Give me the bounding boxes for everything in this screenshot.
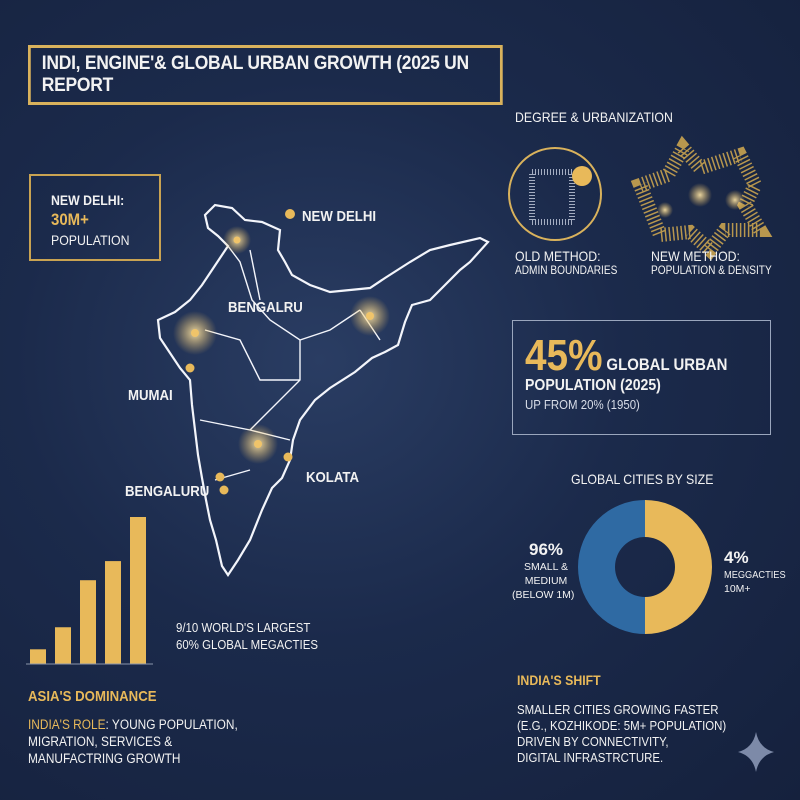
legend-small-medium: 96% SMALL & MEDIUM (BELOW 1M) bbox=[512, 540, 574, 602]
role-line: MIGRATION, SERVICES & bbox=[28, 734, 173, 749]
legend-line: 10M+ bbox=[724, 583, 751, 595]
bar-3 bbox=[80, 580, 96, 664]
shift-line: (E.G., KOZHIKODE: 5M+ POPULATION) bbox=[517, 718, 727, 733]
legend-line: MEDIUM bbox=[524, 575, 568, 587]
delhi-sub: POPULATION bbox=[51, 232, 130, 248]
map-label-bengalru: BENGALRU bbox=[228, 299, 303, 316]
urban-stat-box: 45% GLOBAL URBAN POPULATION (2025) UP FR… bbox=[512, 320, 771, 435]
donut-title: GLOBAL CITIES BY SIZE bbox=[571, 471, 714, 487]
legend-megacities: 4% MEGGACTIES 10M+ bbox=[724, 548, 794, 596]
legend-value: 4% bbox=[724, 548, 749, 567]
delhi-value: 30M+ bbox=[51, 210, 89, 229]
legend-line: SMALL & bbox=[524, 561, 568, 573]
legend-line: MEGGACTIES bbox=[724, 569, 786, 581]
degree-heading: DEGREE & URBANIZATION bbox=[515, 109, 673, 125]
map-label-kolata: KOLATA bbox=[306, 469, 360, 486]
donut-chart bbox=[578, 500, 712, 634]
legend-value: 96% bbox=[528, 540, 564, 559]
sparkle-icon bbox=[738, 732, 774, 772]
bar-4 bbox=[105, 561, 121, 664]
urban-line2: POPULATION (2025) bbox=[525, 377, 661, 394]
bar-5 bbox=[130, 517, 146, 664]
legend-line: (BELOW 1M) bbox=[512, 589, 575, 601]
india-role: INDIA'S ROLE: YOUNG POPULATION, MIGRATIO… bbox=[28, 716, 238, 767]
old-method-title: OLD METHOD: bbox=[515, 248, 601, 264]
role-label: INDIA'S ROLE bbox=[28, 717, 106, 732]
asia-heading: ASIA'S DOMINANCE bbox=[28, 688, 157, 705]
map-outline bbox=[156, 203, 490, 577]
shift-line: DRIVEN BY CONNECTIVITY, bbox=[517, 734, 669, 749]
donut-slice-megacities bbox=[645, 500, 712, 634]
title-text: INDI, ENGINE'& GLOBAL URBAN GROWTH (2025… bbox=[41, 53, 469, 96]
map-label-new-delhi: NEW DELHI bbox=[302, 208, 377, 225]
asia-stat1: 9/10 WORLD'S LARGEST bbox=[176, 620, 311, 635]
bar-2 bbox=[55, 627, 71, 664]
delhi-label: NEW DELHI: bbox=[51, 192, 125, 208]
delhi-callout: NEW DELHI: 30M+ POPULATION bbox=[29, 174, 161, 261]
urban-line1: GLOBAL URBAN bbox=[606, 355, 728, 374]
old-method-dot bbox=[572, 166, 592, 186]
shift-text: SMALLER CITIES GROWING FASTER (E.G., KOZ… bbox=[517, 702, 726, 766]
shift-line: SMALLER CITIES GROWING FASTER bbox=[517, 702, 719, 717]
shift-heading: INDIA'S SHIFT bbox=[517, 672, 601, 688]
page-title: INDI, ENGINE'& GLOBAL URBAN GROWTH (2025… bbox=[28, 45, 503, 105]
old-method-icon bbox=[508, 147, 602, 241]
role-line: MANUFACTRING GROWTH bbox=[28, 751, 181, 766]
donut-slice-small-medium bbox=[578, 500, 645, 634]
urban-line3: UP FROM 20% (1950) bbox=[525, 397, 640, 412]
old-method-sub: ADMIN BOUNDARIES bbox=[515, 265, 618, 277]
new-method-sub: POPULATION & DENSITY bbox=[651, 265, 772, 277]
shift-line: DIGITAL INFRASTRCTURE. bbox=[517, 750, 664, 765]
urban-value: 45% bbox=[525, 331, 603, 380]
bar-1 bbox=[30, 649, 46, 664]
map-label-mumai: MUMAI bbox=[128, 387, 173, 404]
role-text: : YOUNG POPULATION, bbox=[105, 717, 238, 732]
bar-chart bbox=[30, 517, 146, 664]
city-glows bbox=[173, 209, 390, 495]
new-method-icon bbox=[630, 135, 773, 261]
admin-boundary-dots bbox=[529, 169, 575, 225]
asia-stat2: 60% GLOBAL MEGACTIES bbox=[176, 637, 318, 652]
new-method-title: NEW METHOD: bbox=[651, 248, 740, 264]
map-label-bengaluru: BENGALURU bbox=[125, 483, 210, 500]
